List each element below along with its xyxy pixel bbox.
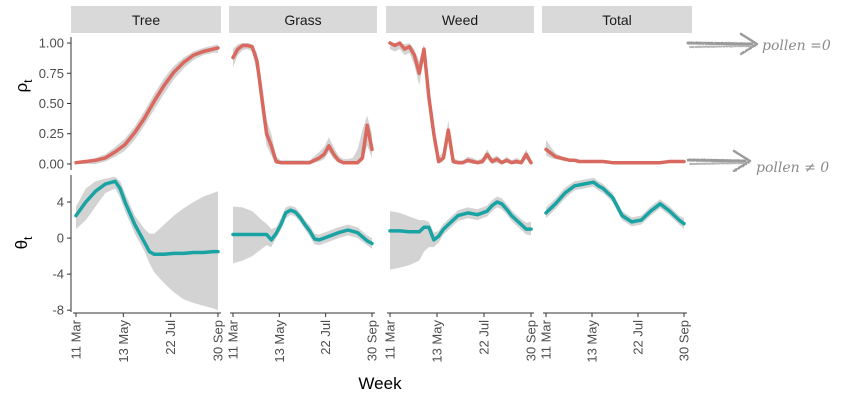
y-axis-row-0: 1.00 0.75 0.50 0.25 0.00 (39, 36, 72, 171)
annotation-pollen-nonzero: pollen ≠ 0 (686, 149, 829, 176)
confidence-band (76, 44, 218, 164)
panel-grass-row-0 (231, 43, 374, 165)
x-tick-label: 13 May (272, 320, 287, 363)
series-line-total (544, 147, 686, 165)
panel-tree-row-1 (74, 176, 220, 311)
panel-total-row-0 (544, 139, 686, 165)
series-line-tree (74, 46, 220, 165)
annotation-pollen-zero: pollen =0 (686, 32, 831, 56)
x-tick-label: 30 Sep (211, 320, 226, 361)
y-tick-label: -4 (52, 267, 64, 282)
panel-weed-row-0 (388, 41, 533, 165)
panel-grass-row-1 (231, 205, 374, 264)
y-title-rho-symbol: ρ (12, 83, 31, 93)
y-tick-label: 0.25 (39, 126, 64, 141)
facet-strips: Tree Grass Weed Total (71, 6, 692, 33)
strip-tree: Tree (71, 6, 221, 33)
y-tick-label: 0.00 (39, 156, 64, 171)
x-tick-label: 13 May (116, 320, 131, 363)
annotation-text-pollen-nonzero: pollen ≠ 0 (756, 160, 829, 176)
x-tick-label: 22 Jul (163, 320, 178, 355)
x-tick-label: 30 Sep (677, 320, 692, 361)
y-tick-label: -8 (52, 303, 64, 318)
strip-total: Total (542, 6, 692, 33)
series-line-total (544, 180, 686, 226)
y-tick-label: 0 (57, 231, 64, 246)
series-line-weed (388, 41, 533, 165)
series-line-grass (231, 208, 374, 246)
y-title-rho-sub: t (21, 79, 35, 83)
series-line-grass (231, 43, 374, 165)
strip-label-total: Total (602, 12, 632, 28)
x-tick-label: 13 May (585, 320, 600, 363)
arrow-icon (686, 32, 759, 56)
arrow-icon (686, 149, 752, 173)
strip-label-tree: Tree (132, 12, 160, 28)
y-axes-layer: 1.00 0.75 0.50 0.25 0.00 4 0 -4 -8 (39, 36, 72, 318)
svg-text:θt: θt (12, 236, 35, 249)
panel-weed-row-1 (388, 196, 533, 270)
x-tick-label: 11 Mar (69, 319, 84, 359)
x-axis-tree: 11 Mar 13 May 22 Jul 30 Sep (69, 312, 226, 363)
x-axis-title: Week (358, 374, 402, 393)
x-tick-label: 11 Mar (226, 319, 241, 359)
series-line-weed (388, 200, 533, 242)
panels-layer (74, 41, 686, 311)
x-axes-layer: 11 Mar 13 May 22 Jul 30 Sep 11 Mar 13 May 22 J… (69, 312, 692, 363)
y-tick-label: 0.50 (39, 96, 64, 111)
x-axis-grass: 11 Mar 13 May 22 Jul 30 Sep (226, 312, 380, 363)
y-tick-label: 0.75 (39, 66, 64, 81)
svg-text:ρt: ρt (12, 79, 35, 93)
y-axis-title-theta: θt (12, 236, 35, 249)
y-title-theta-symbol: θ (12, 240, 31, 249)
strip-label-weed: Weed (442, 12, 478, 28)
y-axis-row-1: 4 0 -4 -8 (52, 175, 72, 318)
series-line-tree (74, 179, 220, 257)
x-tick-label: 30 Sep (524, 320, 539, 361)
annotation-text-pollen-zero: pollen =0 (762, 38, 831, 54)
strip-weed: Weed (386, 6, 534, 33)
y-axis-title-rho: ρt (12, 79, 35, 93)
strip-label-grass: Grass (284, 12, 321, 28)
x-tick-label: 22 Jul (631, 320, 646, 355)
x-tick-label: 30 Sep (365, 320, 380, 361)
x-axis-total: 11 Mar 13 May 22 Jul 30 Sep (539, 312, 692, 363)
y-tick-label: 1.00 (39, 36, 64, 51)
x-axis-weed: 11 Mar 13 May 22 Jul 30 Sep (383, 312, 539, 363)
y-tick-label: 4 (57, 195, 64, 210)
strip-grass: Grass (229, 6, 377, 33)
x-tick-label: 13 May (430, 320, 445, 363)
panel-total-row-1 (544, 177, 686, 230)
x-tick-label: 11 Mar (383, 319, 398, 359)
confidence-band (233, 43, 372, 164)
y-title-theta-sub: t (21, 236, 35, 240)
x-tick-label: 11 Mar (539, 319, 554, 359)
x-tick-label: 22 Jul (318, 320, 333, 355)
confidence-band (390, 43, 531, 164)
panel-tree-row-0 (74, 44, 220, 165)
x-tick-label: 22 Jul (477, 320, 492, 355)
